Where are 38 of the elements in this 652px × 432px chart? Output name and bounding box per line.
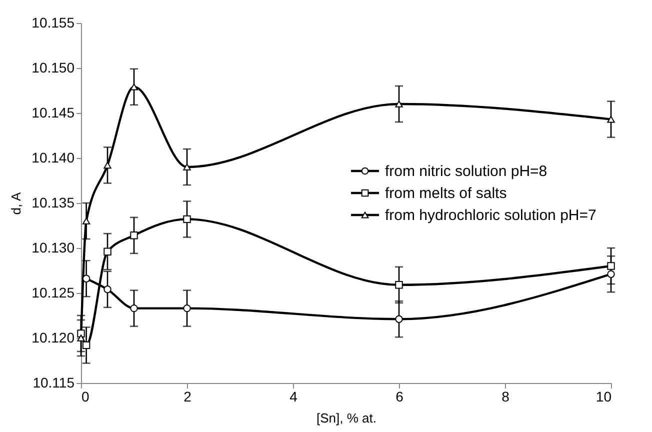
point bbox=[395, 100, 403, 108]
point bbox=[183, 215, 191, 224]
x-tick-label: 10 bbox=[596, 388, 612, 404]
legend-label: from melts of salts bbox=[385, 185, 507, 202]
point bbox=[607, 270, 615, 278]
point bbox=[183, 304, 191, 312]
point bbox=[104, 286, 112, 294]
point bbox=[104, 248, 112, 256]
point bbox=[82, 274, 90, 282]
x-axis-title: [Sn], % at. bbox=[316, 410, 376, 426]
y-tick-label: 10.120 bbox=[32, 330, 75, 346]
y-tick-label: 10.140 bbox=[32, 150, 75, 166]
y-tick-label: 10.130 bbox=[32, 240, 75, 256]
point bbox=[183, 164, 191, 170]
point bbox=[130, 83, 138, 90]
y-axis-title: d, A bbox=[8, 192, 24, 215]
x-tick-label: 6 bbox=[396, 388, 404, 404]
point bbox=[130, 304, 138, 312]
point bbox=[607, 262, 615, 270]
y-tick-label: 10.125 bbox=[32, 284, 75, 300]
point bbox=[77, 330, 85, 338]
y-tick-label: 10.150 bbox=[32, 60, 75, 76]
y-tick-label: 10.145 bbox=[32, 104, 75, 120]
y-tick-label: 10.135 bbox=[32, 194, 75, 210]
point bbox=[395, 315, 403, 323]
legend-label: from hydrochloric solution pH=7 bbox=[385, 207, 596, 224]
point bbox=[607, 116, 615, 123]
legend-label: from nitric solution pH=8 bbox=[385, 163, 548, 180]
y-tick-label: 10.115 bbox=[32, 374, 75, 390]
point bbox=[82, 341, 90, 350]
y-tick-label: 10.155 bbox=[32, 14, 75, 30]
point bbox=[130, 232, 138, 240]
x-tick-label: 4 bbox=[290, 388, 298, 404]
point bbox=[395, 281, 403, 289]
x-tick-label: 2 bbox=[184, 388, 192, 404]
point bbox=[104, 162, 112, 169]
x-tick-label: 0 bbox=[82, 388, 90, 404]
x-tick-label: 8 bbox=[502, 388, 510, 404]
